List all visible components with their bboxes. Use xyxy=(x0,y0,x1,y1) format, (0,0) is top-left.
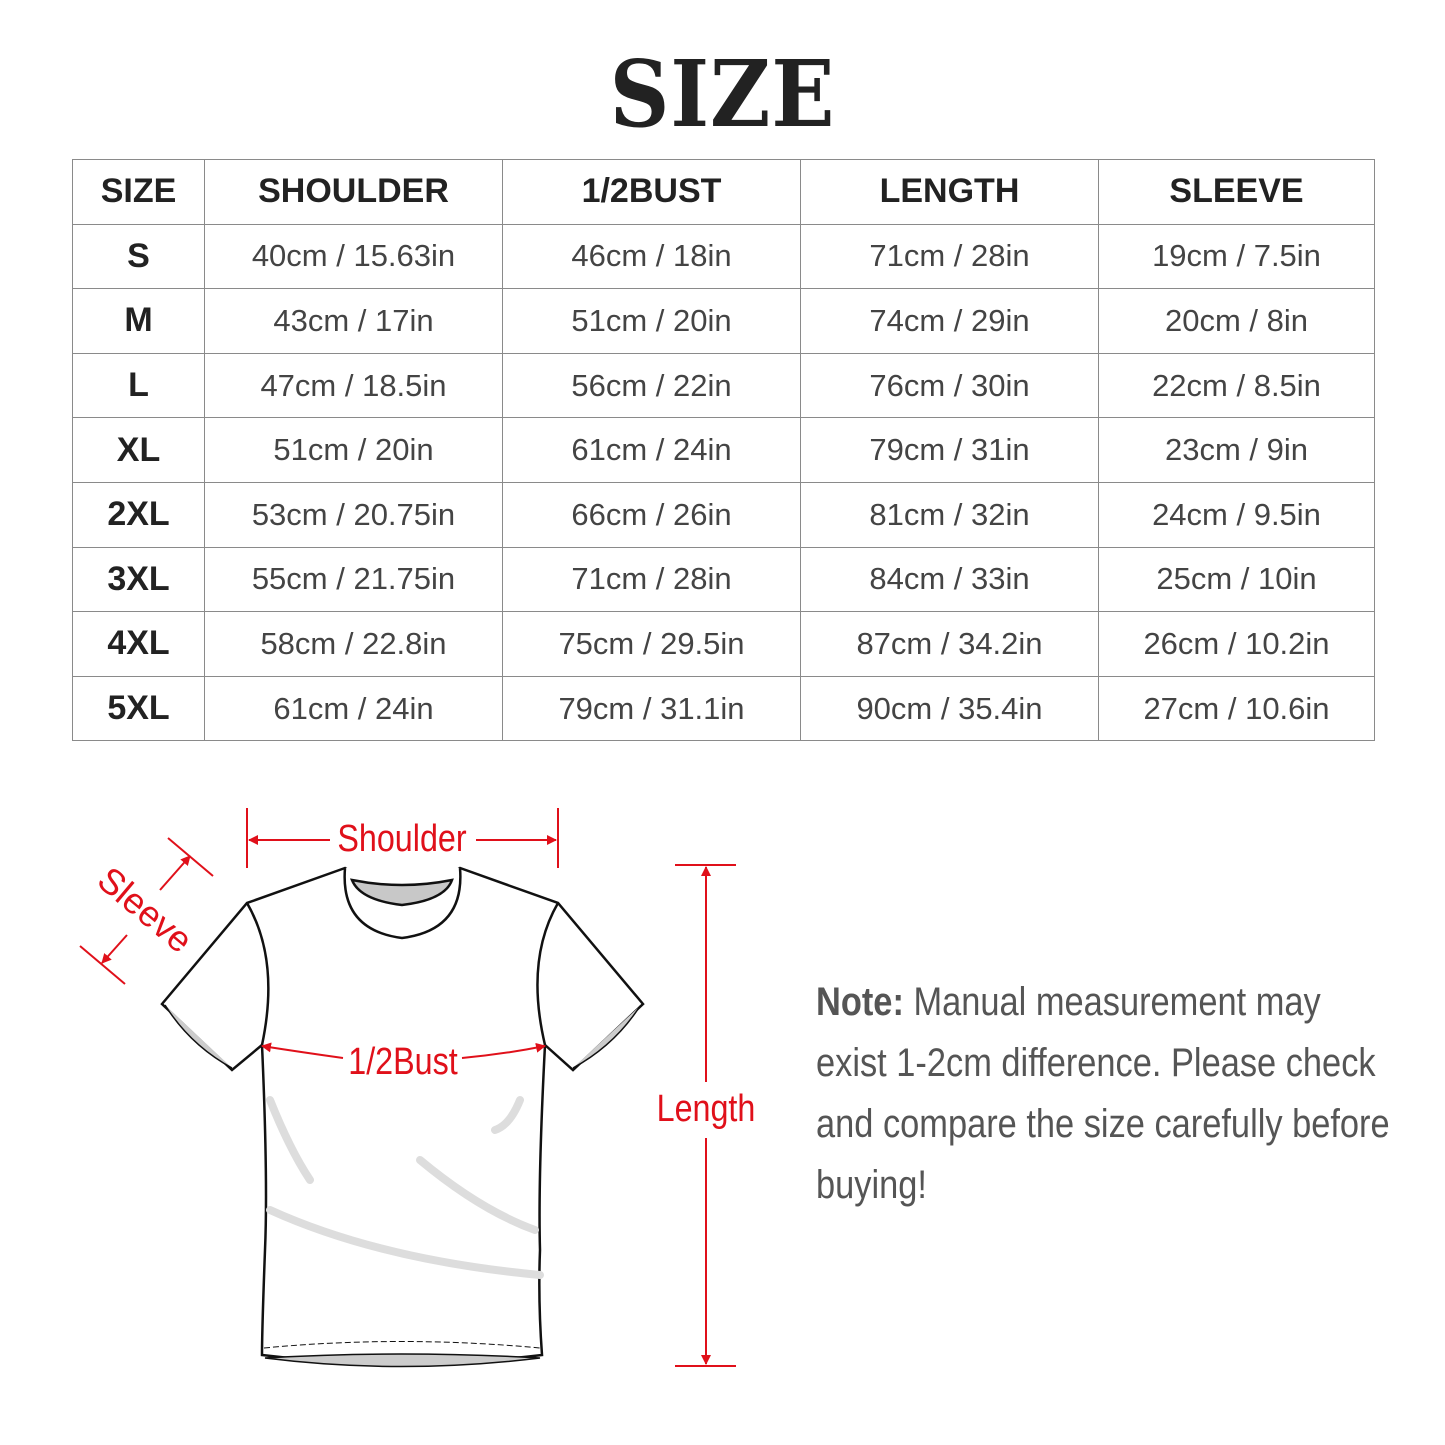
size-cell: 3XL xyxy=(72,546,205,613)
table-row: S 40cm / 15.63in 46cm / 18in 71cm / 28in 19c… xyxy=(72,223,1375,290)
measurement-cell: 84cm / 33in xyxy=(800,546,1099,613)
sleeve-label: Sleeve xyxy=(90,859,201,961)
table-row: L 47cm / 18.5in 56cm / 22in 76cm / 30in 22cm… xyxy=(72,352,1375,419)
table-row: 5XL 61cm / 24in 79cm / 31.1in 90cm / 35.4in… xyxy=(72,675,1375,742)
measurement-cell: 26cm / 10.2in xyxy=(1098,611,1375,677)
measurement-cell: 66cm / 26in xyxy=(502,481,801,548)
note-text: Note: Manual measurement may exist 1-2cm… xyxy=(816,972,1401,1216)
measurement-cell: 22cm / 8.5in xyxy=(1098,352,1375,419)
measurement-cell: 56cm / 22in xyxy=(502,352,801,419)
measurement-cell: 23cm / 9in xyxy=(1098,417,1375,483)
measurement-cell: 90cm / 35.4in xyxy=(800,675,1099,742)
measurement-cell: 24cm / 9.5in xyxy=(1098,481,1375,548)
measurement-cell: 61cm / 24in xyxy=(204,675,503,742)
measurement-cell: 47cm / 18.5in xyxy=(204,352,503,419)
header-bust: 1/2BUST xyxy=(502,159,801,225)
measurement-cell: 19cm / 7.5in xyxy=(1098,223,1375,290)
measurement-cell: 25cm / 10in xyxy=(1098,546,1375,613)
header-size: SIZE xyxy=(72,159,205,225)
measurement-cell: 51cm / 20in xyxy=(204,417,503,483)
size-cell: M xyxy=(72,288,205,354)
measurement-cell: 51cm / 20in xyxy=(502,288,801,354)
table-header-row: SIZE SHOULDER 1/2BUST LENGTH SLEEVE xyxy=(72,159,1375,225)
measurement-cell: 20cm / 8in xyxy=(1098,288,1375,354)
table-row: XL 51cm / 20in 61cm / 24in 79cm / 31in 23cm … xyxy=(72,417,1375,483)
size-cell: 4XL xyxy=(72,611,205,677)
shoulder-label: Shoulder xyxy=(337,818,466,860)
table-row: 2XL 53cm / 20.75in 66cm / 26in 81cm / 32in 2… xyxy=(72,481,1375,548)
table-row: 3XL 55cm / 21.75in 71cm / 28in 84cm / 33in 2… xyxy=(72,546,1375,613)
header-sleeve: SLEEVE xyxy=(1098,159,1375,225)
measurement-cell: 40cm / 15.63in xyxy=(204,223,503,290)
measurement-cell: 79cm / 31in xyxy=(800,417,1099,483)
page-title: SIZE xyxy=(609,40,836,148)
measurement-cell: 58cm / 22.8in xyxy=(204,611,503,677)
measurement-cell: 43cm / 17in xyxy=(204,288,503,354)
measurement-cell: 74cm / 29in xyxy=(800,288,1099,354)
shoulder-measure xyxy=(246,808,559,868)
bust-measure xyxy=(261,1042,546,1059)
table-row: M 43cm / 17in 51cm / 20in 74cm / 29in 20cm /… xyxy=(72,288,1375,354)
bust-label: 1/2Bust xyxy=(348,1041,458,1083)
measurement-cell: 53cm / 20.75in xyxy=(204,481,503,548)
measurement-cell: 81cm / 32in xyxy=(800,481,1099,548)
measurement-cell: 71cm / 28in xyxy=(502,546,801,613)
header-length: LENGTH xyxy=(800,159,1099,225)
measurement-cell: 55cm / 21.75in xyxy=(204,546,503,613)
length-measure xyxy=(675,864,736,1367)
fabric-folds xyxy=(266,1096,544,1279)
size-cell: L xyxy=(72,352,205,419)
measurement-cell: 27cm / 10.6in xyxy=(1098,675,1375,742)
size-cell: 5XL xyxy=(72,675,205,742)
measurement-cell: 75cm / 29.5in xyxy=(502,611,801,677)
sleeve-measure xyxy=(79,837,214,985)
measurement-cell: 61cm / 24in xyxy=(502,417,801,483)
size-cell: S xyxy=(72,223,205,290)
tshirt-illustration xyxy=(160,866,645,1368)
size-table: SIZE SHOULDER 1/2BUST LENGTH SLEEVE S 40c… xyxy=(72,159,1375,742)
note-prefix: Note: xyxy=(816,980,904,1024)
measurement-cell: 46cm / 18in xyxy=(502,223,801,290)
size-cell: 2XL xyxy=(72,481,205,548)
measurement-cell: 76cm / 30in xyxy=(800,352,1099,419)
note-body: Manual measurement may exist 1-2cm diffe… xyxy=(816,980,1390,1207)
length-label: Length xyxy=(657,1088,756,1130)
measurement-cell: 79cm / 31.1in xyxy=(502,675,801,742)
